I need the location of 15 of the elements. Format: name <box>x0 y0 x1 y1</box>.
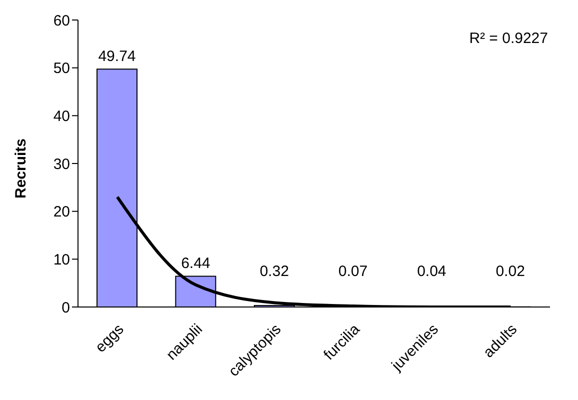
data-label: 0.04 <box>417 263 446 280</box>
y-tick-label: 40 <box>53 108 70 125</box>
data-label: 6.44 <box>181 255 210 272</box>
y-tick-label: 10 <box>53 251 70 268</box>
annotation: R² = 0.9227 <box>469 30 548 47</box>
y-tick-label: 20 <box>53 204 70 221</box>
y-tick-label: 30 <box>53 156 70 173</box>
data-label: 0.07 <box>338 263 368 280</box>
y-tick-label: 0 <box>62 299 70 316</box>
y-tick-label: 60 <box>53 12 70 30</box>
y-tick-label: 50 <box>53 60 70 78</box>
data-label: 0.32 <box>260 263 289 280</box>
data-label: 0.02 <box>496 263 525 280</box>
y-axis-title: Recruits <box>12 138 30 198</box>
data-label: 49.74 <box>98 48 136 66</box>
